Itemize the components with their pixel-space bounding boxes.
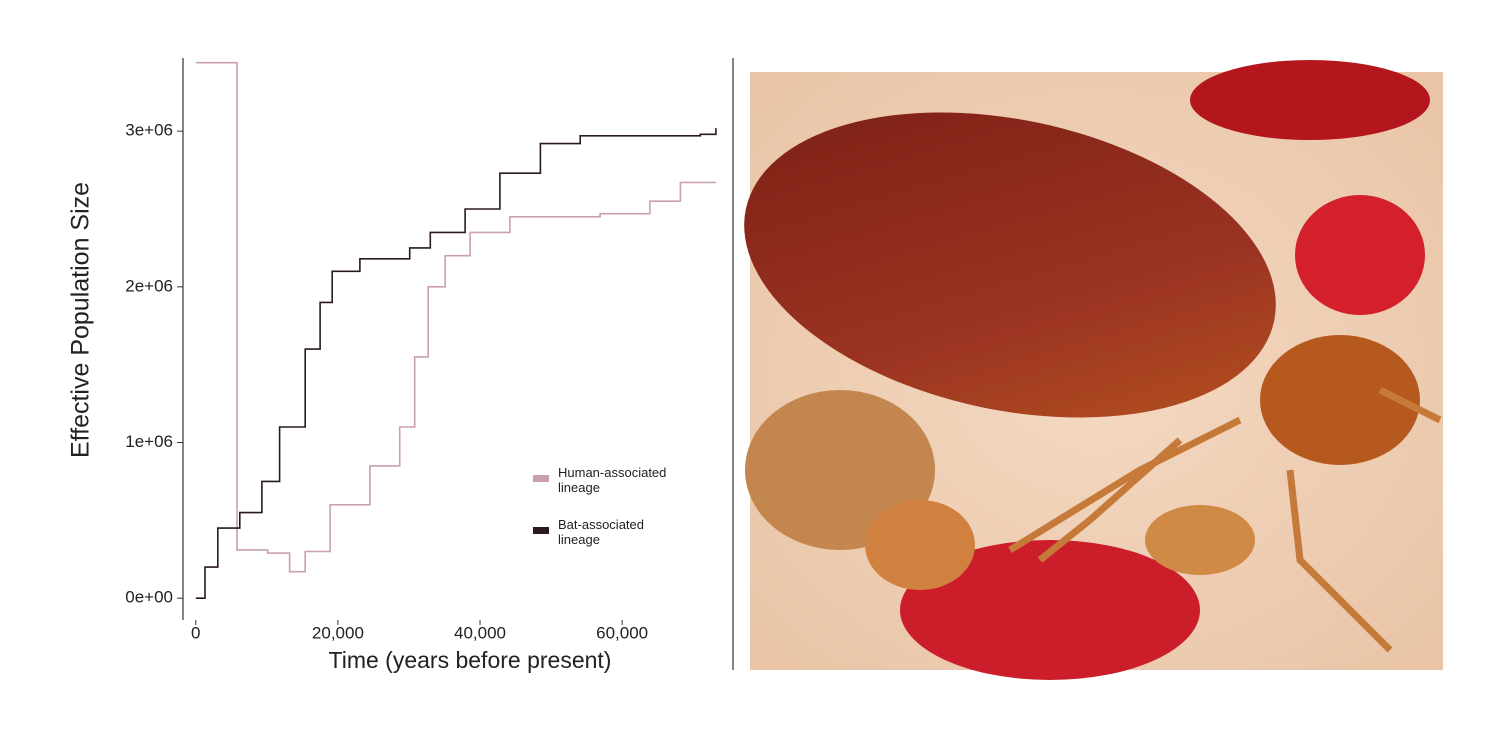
- bedbug-photo: [744, 60, 1443, 680]
- line: [195, 61, 716, 573]
- x-tick-label: 0: [191, 623, 200, 642]
- x-tick-label: 60,000: [596, 623, 648, 642]
- y-tick-label: 0e+00: [125, 588, 173, 607]
- y-tick-label: 1e+06: [125, 432, 173, 451]
- y-tick-label: 2e+06: [125, 276, 173, 295]
- x-tick-label: 20,000: [312, 623, 364, 642]
- legend-label: Human-associated lineage: [558, 465, 667, 495]
- legend-key: [533, 527, 549, 534]
- y-tick-label: 3e+06: [125, 121, 173, 140]
- legend-label: Bat-associated lineage: [558, 517, 644, 547]
- y-axis-title: Effective Population Size: [67, 182, 95, 458]
- legend-key: [533, 475, 549, 482]
- x-axis-title: Time (years before present): [329, 647, 612, 673]
- line: [195, 128, 717, 599]
- x-tick-label: 40,000: [454, 623, 506, 642]
